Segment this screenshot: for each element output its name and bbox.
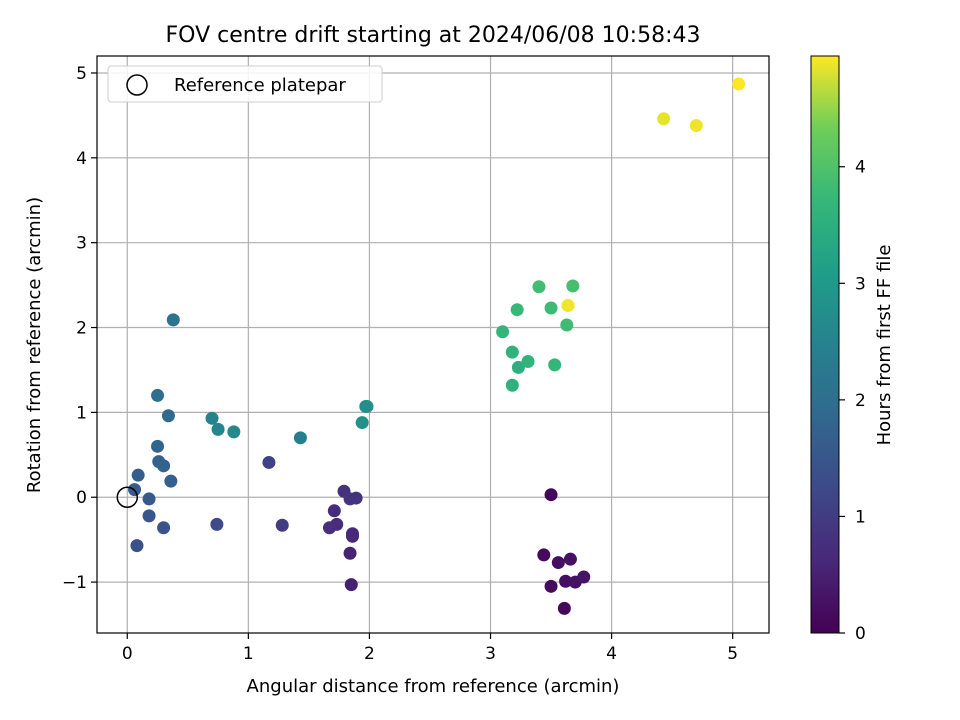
legend: Reference platepar (107, 65, 383, 103)
scatter-point (551, 556, 565, 570)
y-tick-label: 1 (76, 403, 87, 423)
scatter-point (166, 313, 180, 327)
y-tick-label: 5 (76, 64, 87, 84)
scatter-point (577, 570, 591, 584)
scatter-point (689, 119, 703, 133)
x-axis-ticks: 0 1 2 3 4 5 (122, 633, 738, 664)
x-tick-label: 0 (122, 644, 133, 664)
colorbar-label: Hours from first FF file (874, 245, 895, 446)
legend-entry-label: Reference platepar (174, 75, 346, 96)
y-tick-label: 2 (76, 319, 87, 339)
colorbar-tick-label: 0 (855, 624, 866, 644)
scatter-point (345, 527, 359, 541)
scatter-point (559, 574, 573, 588)
scatter-point (521, 354, 535, 368)
colorbar (810, 55, 840, 634)
scatter-point (548, 358, 562, 372)
colorbar-ticks: 0 1 2 3 4 (839, 158, 866, 644)
scatter-point (142, 509, 156, 523)
scatter-point (657, 112, 671, 126)
x-tick-label: 4 (606, 644, 617, 664)
y-tick-label: 0 (76, 488, 87, 508)
colorbar-tick-label: 4 (855, 158, 866, 178)
scatter-point (544, 488, 558, 502)
scatter-point (142, 492, 156, 506)
y-tick-label: 3 (76, 234, 87, 254)
scatter-point (561, 298, 575, 312)
scatter-point (510, 303, 524, 317)
reference-marker-group (116, 486, 139, 508)
colorbar-tick-label: 3 (855, 274, 866, 294)
scatter-point (732, 77, 746, 91)
scatter-point (164, 474, 178, 488)
legend-box (107, 65, 383, 103)
colorbar-tick-label: 2 (855, 391, 866, 411)
scatter-point (344, 578, 358, 592)
scatter-point (349, 491, 363, 505)
scatter-point (505, 378, 519, 392)
x-axis-label: Angular distance from reference (arcmin) (247, 676, 620, 697)
scatter-point (563, 552, 577, 566)
scatter-point (322, 521, 336, 535)
scatter-point (544, 301, 558, 315)
scatter-point (544, 579, 558, 593)
scatter-point (557, 601, 571, 615)
scatter-point (151, 439, 165, 453)
x-tick-label: 1 (243, 644, 254, 664)
scatter-point (262, 455, 276, 469)
scatter-point (327, 504, 341, 518)
scatter-point (560, 318, 574, 332)
scatter-point (227, 425, 241, 439)
scatter-point (152, 455, 166, 469)
scatter-point (360, 399, 374, 413)
y-tick-label: 4 (76, 149, 87, 169)
plot-frame (96, 55, 770, 634)
scatter-point (161, 409, 175, 423)
scatter-point (293, 431, 307, 445)
scatter-point (275, 518, 289, 532)
scatter-point (131, 468, 145, 482)
x-tick-label: 5 (727, 644, 738, 664)
grid (97, 56, 769, 633)
colorbar-tick-label: 1 (855, 507, 866, 527)
scatter-point (211, 422, 225, 436)
legend-marker-open-circle-icon (126, 74, 148, 96)
scatter-point (210, 517, 224, 531)
scatter-points (128, 77, 746, 615)
scatter-point (151, 388, 165, 402)
scatter-point (157, 521, 171, 535)
reference-platepar-marker (116, 486, 139, 508)
scatter-point (566, 279, 580, 293)
scatter-point (496, 325, 510, 339)
x-tick-label: 3 (485, 644, 496, 664)
scatter-point (130, 539, 144, 553)
scatter-point (532, 280, 546, 294)
scatter-point (343, 546, 357, 560)
chart-title: FOV centre drift starting at 2024/06/08 … (166, 23, 701, 48)
scatter-point (355, 416, 369, 430)
scatter-point (511, 360, 525, 374)
scatter-point (205, 411, 219, 425)
y-tick-label: −1 (62, 573, 87, 593)
scatter-point (505, 345, 519, 359)
x-tick-label: 2 (364, 644, 375, 664)
scatter-point (537, 548, 551, 562)
y-axis-ticks: −1 0 1 2 3 4 5 (62, 64, 97, 593)
y-axis-label: Rotation from reference (arcmin) (24, 197, 45, 493)
